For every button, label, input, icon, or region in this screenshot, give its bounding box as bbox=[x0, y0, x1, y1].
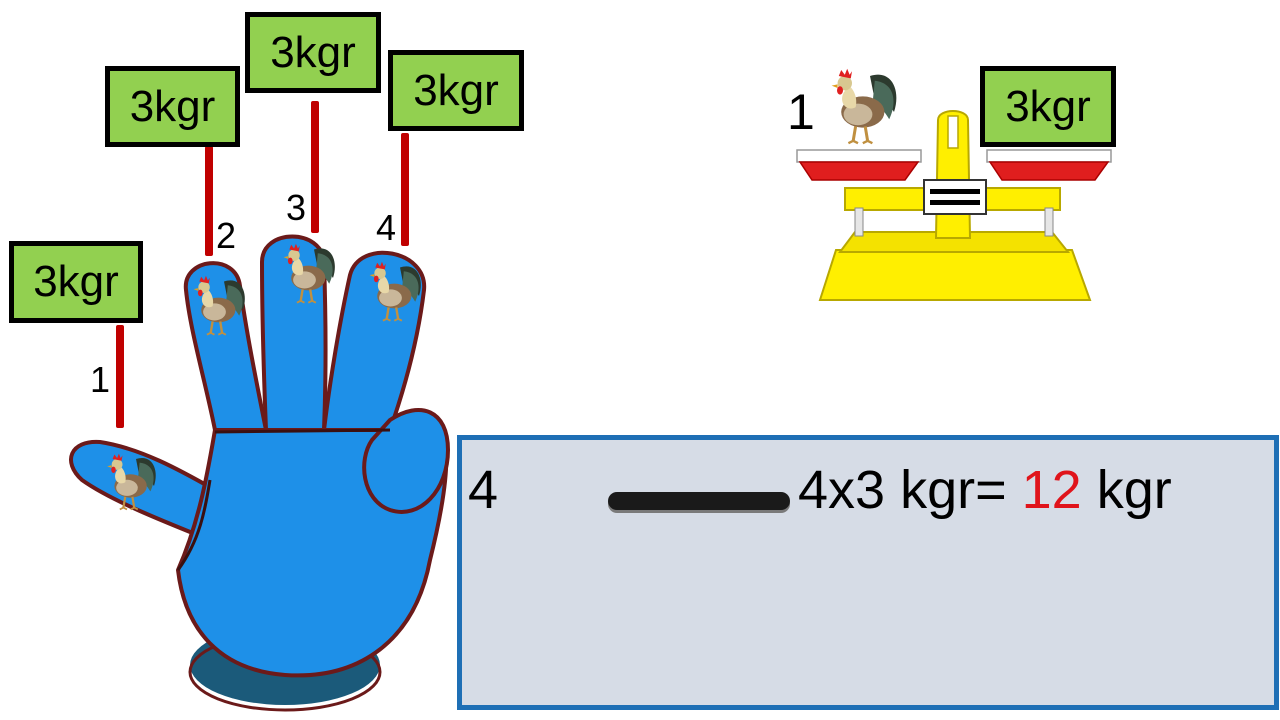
equation-text: 4x3 kgr= 12 kgr bbox=[798, 463, 1172, 517]
weight-label-scale: 3kgr bbox=[980, 66, 1116, 147]
finger-number-3: 3 bbox=[286, 187, 307, 228]
finger-number-1: 1 bbox=[90, 359, 111, 400]
weight-label-ring: 3kgr bbox=[388, 50, 524, 131]
stick-middle bbox=[311, 101, 319, 233]
rooster-icon bbox=[830, 67, 898, 145]
stick-thumb bbox=[116, 325, 124, 428]
weight-label-index: 3kgr bbox=[105, 66, 240, 147]
equation-panel bbox=[457, 435, 1279, 710]
equation-expression: 4x3 kgr= bbox=[798, 460, 1007, 520]
scale-count: 1 bbox=[787, 84, 815, 140]
finger-number-4: 4 bbox=[376, 207, 397, 248]
stick-index bbox=[205, 146, 213, 256]
equation-result: 12 bbox=[1021, 460, 1082, 520]
finger-number-2: 2 bbox=[216, 215, 237, 256]
equation-unit: kgr bbox=[1096, 460, 1172, 520]
balance-scale-icon bbox=[796, 110, 1112, 301]
weight-label-middle: 3kgr bbox=[245, 12, 381, 93]
weight-label-thumb: 3kgr bbox=[9, 241, 143, 323]
equation-count: 4 bbox=[468, 460, 499, 520]
equation-arrow-bar bbox=[608, 492, 790, 510]
stick-ring bbox=[401, 133, 409, 246]
